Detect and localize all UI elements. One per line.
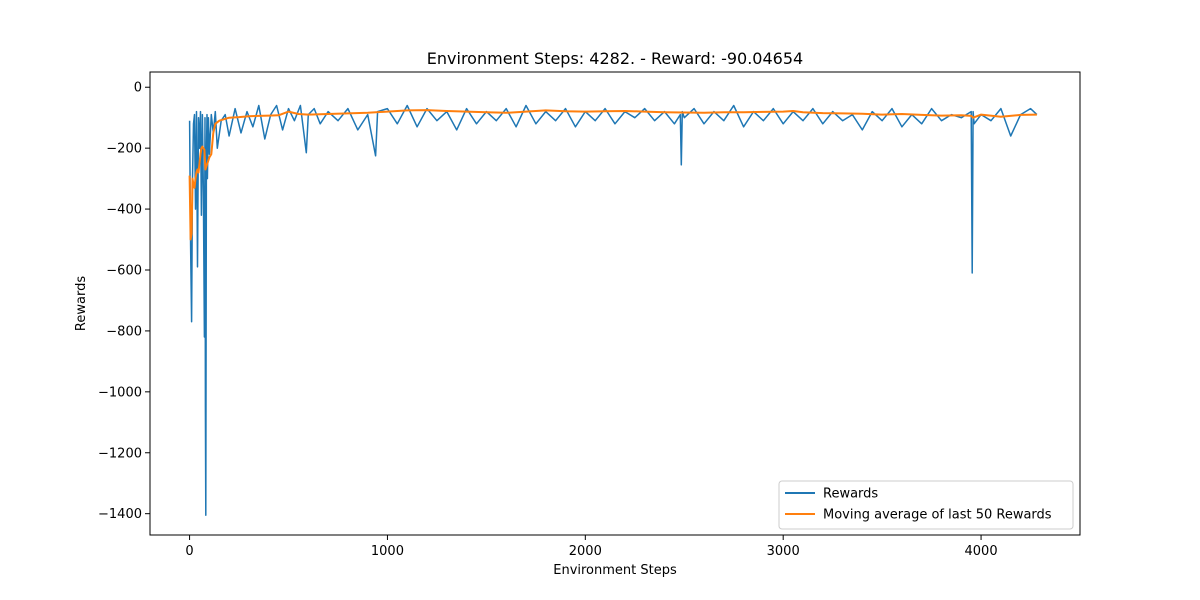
chart-title: Environment Steps: 4282. - Reward: -90.0… xyxy=(427,49,803,68)
y-axis-label: Rewards xyxy=(74,276,89,331)
y-tick-label: 0 xyxy=(134,81,142,96)
plot-frame xyxy=(149,71,1081,536)
plot-area xyxy=(150,72,1080,535)
y-tick-label: −1400 xyxy=(98,507,142,522)
x-tick-label: 1000 xyxy=(371,544,404,559)
x-tick-label: 4000 xyxy=(965,544,998,559)
x-tick-label: 2000 xyxy=(569,544,602,559)
y-tick-label: −400 xyxy=(106,203,142,218)
y-tick-label: −200 xyxy=(106,142,142,157)
x-tick-label: 3000 xyxy=(767,544,800,559)
legend-label-rewards: Rewards xyxy=(823,487,878,502)
legend-label-moving-average: Moving average of last 50 Rewards xyxy=(823,508,1052,523)
legend-box xyxy=(778,480,1074,530)
y-tick-label: −800 xyxy=(106,324,142,339)
legend: Rewards Moving average of last 50 Reward… xyxy=(778,480,1074,530)
x-axis-label: Environment Steps xyxy=(553,563,677,578)
series-line-rewards xyxy=(188,104,1038,516)
y-tick-label: −600 xyxy=(106,263,142,278)
x-tick-label: 0 xyxy=(185,544,193,559)
series-layer xyxy=(188,104,1038,516)
y-tick-label: −1200 xyxy=(98,446,142,461)
y-tick-label: −1000 xyxy=(98,385,142,400)
series-line-moving-average xyxy=(188,109,1037,241)
axes-layer: 0 1000 2000 3000 4000 0 −200 −400 −600 −800 −1000 −… xyxy=(98,81,998,559)
